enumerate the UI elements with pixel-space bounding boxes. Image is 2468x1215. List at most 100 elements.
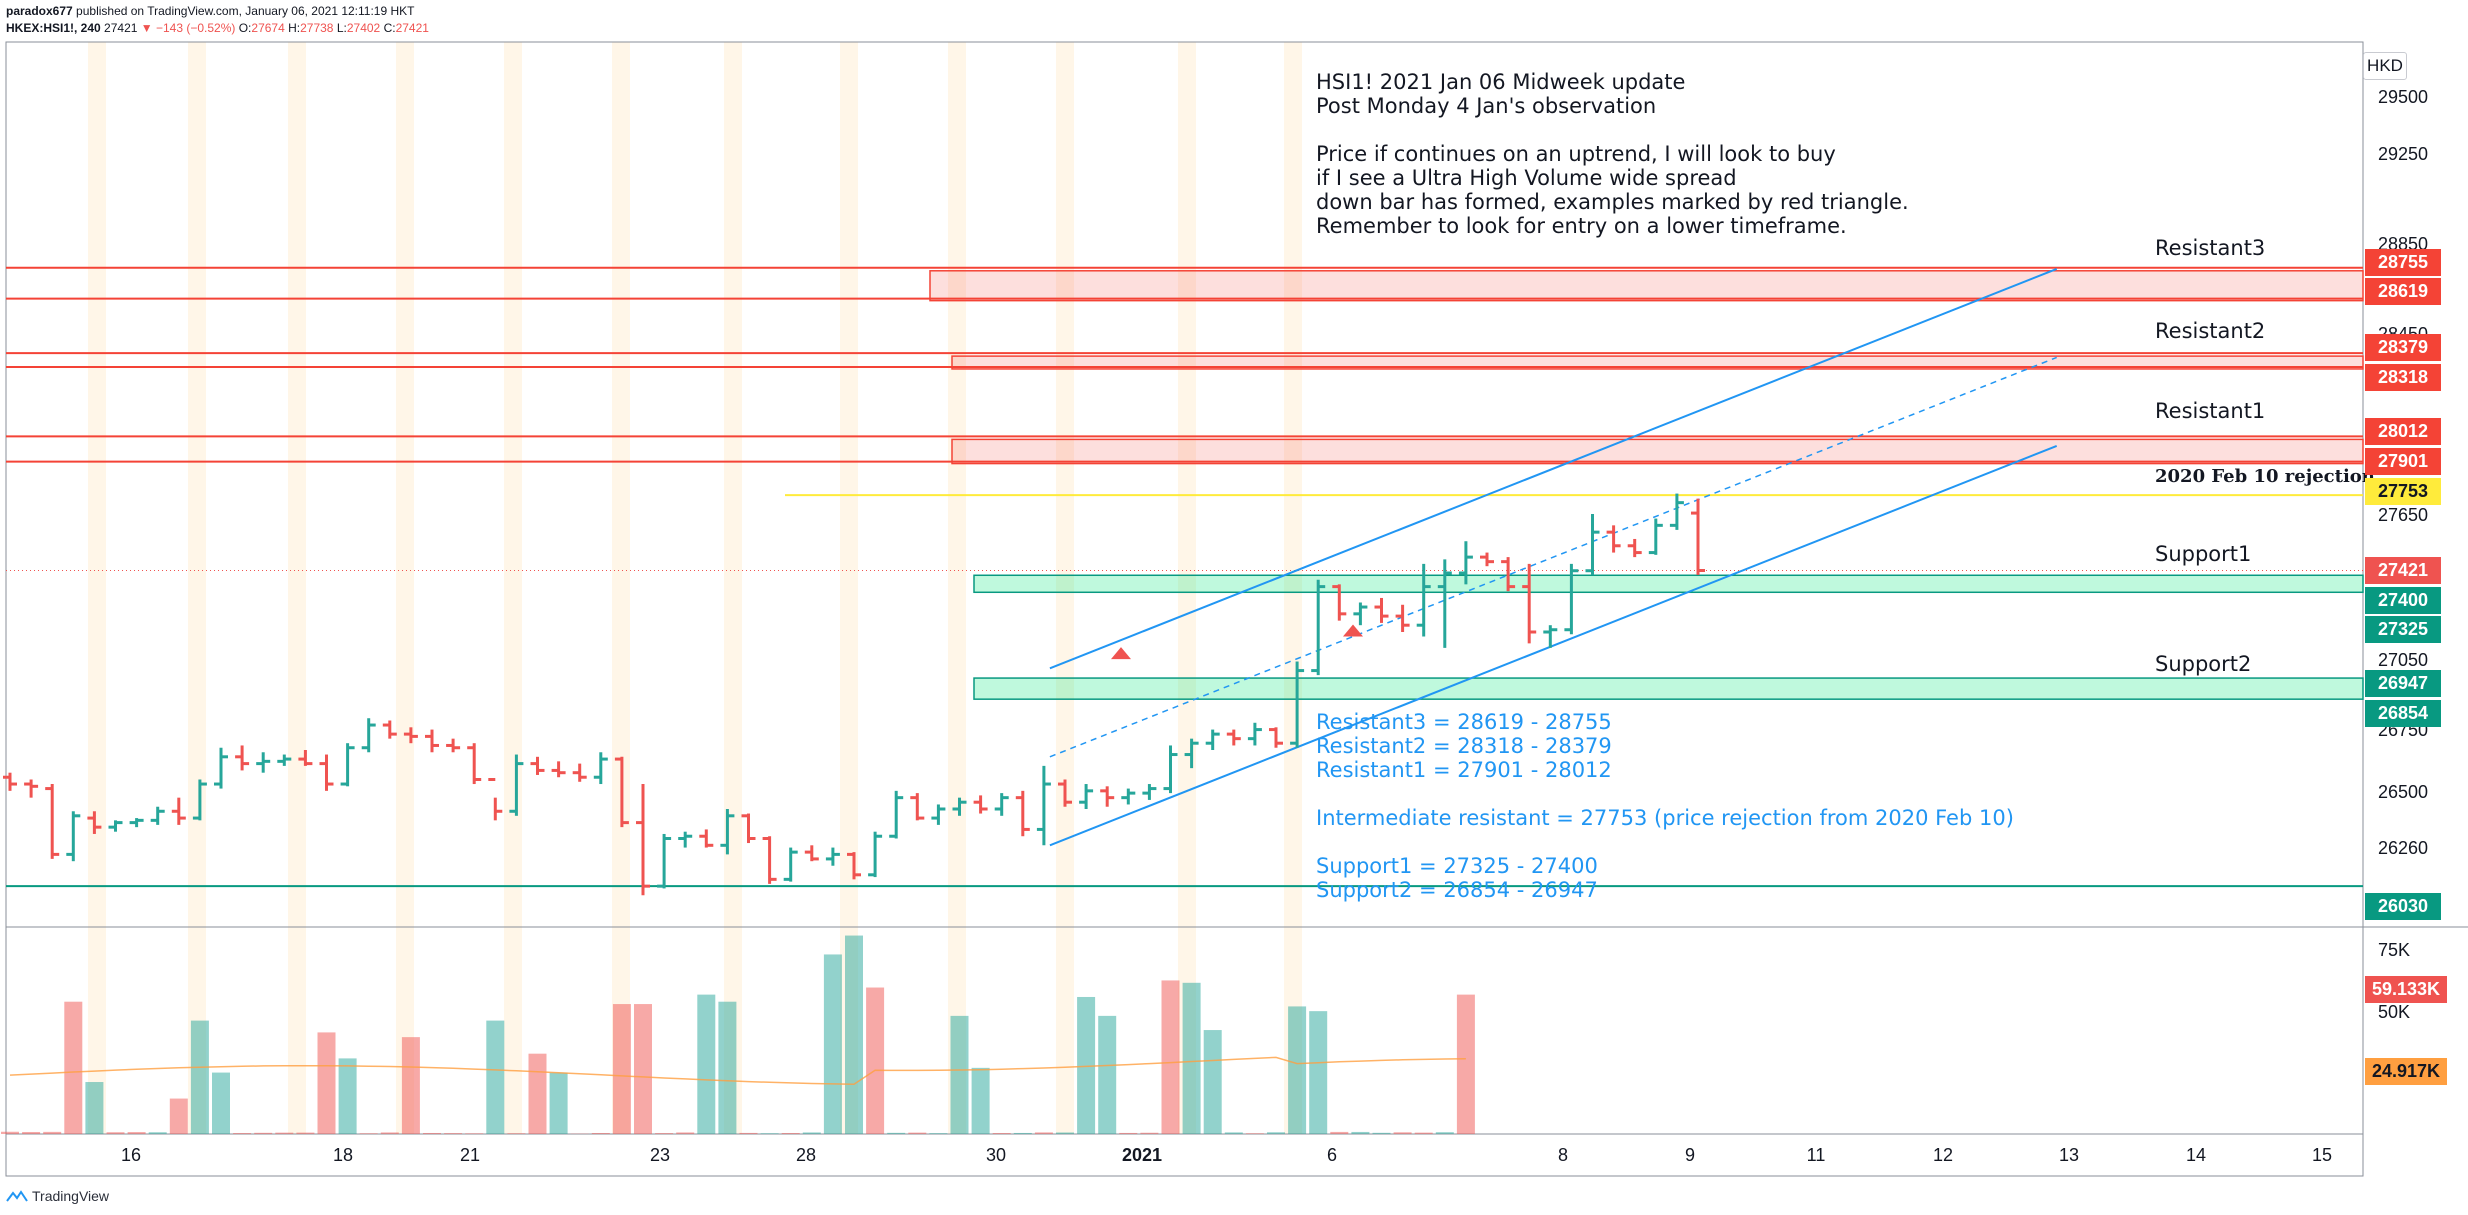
ohlc-bar	[931, 804, 946, 825]
time-tick: 16	[120, 1145, 142, 1165]
ohlc-bar	[1669, 493, 1684, 530]
volume-bar	[296, 1132, 315, 1134]
price-tick: 29250	[2378, 144, 2429, 164]
price-tick: 26500	[2378, 782, 2429, 802]
ohlc-bar	[1058, 779, 1072, 807]
author[interactable]: paradox677	[6, 4, 73, 18]
volume-bar	[528, 1053, 547, 1134]
volume-bar	[423, 1132, 441, 1134]
ohlc-bar	[1691, 498, 1705, 575]
price-label-26030: 26030	[2365, 893, 2441, 920]
note-top[interactable]: HSI1! 2021 Jan 06 Midweek update Post Mo…	[1316, 70, 1909, 238]
ohlc-bar	[825, 847, 840, 866]
volume-bar	[85, 1082, 104, 1134]
ohlc-bars	[3, 493, 1705, 896]
price-tick: 27650	[2378, 505, 2429, 525]
volume-bar	[1203, 1030, 1222, 1134]
volume-bar	[1098, 1015, 1117, 1134]
ohlc-bar	[1163, 745, 1178, 794]
ohlc-bar	[572, 763, 587, 782]
ohlc-bar	[1332, 584, 1347, 621]
volume-bar	[1224, 1132, 1243, 1134]
volume-bar	[781, 1133, 800, 1134]
session-band	[1178, 42, 1196, 1134]
ohlc-bar	[1437, 559, 1452, 648]
volume-bar	[338, 1058, 357, 1134]
session-shading	[88, 42, 1302, 1134]
ohlc-bar	[214, 747, 228, 789]
markers	[1111, 624, 1363, 660]
volume-ma-label: 24.917K	[2365, 1058, 2447, 1085]
volume-bar	[444, 1133, 463, 1134]
ohlc-bar	[762, 836, 777, 884]
ohlc-bar	[1142, 784, 1157, 800]
ohlc-bar	[488, 778, 503, 821]
session-band	[948, 42, 966, 1134]
channel-upper	[1049, 267, 2058, 670]
volume-bar	[233, 1133, 252, 1134]
published-text: published on TradingView.com, January 06…	[76, 4, 415, 18]
red-triangle-marker	[1111, 647, 1131, 660]
ohlc-bar	[45, 784, 60, 859]
ohlc-bar	[24, 779, 39, 798]
session-band	[396, 42, 414, 1134]
volume-bar	[127, 1132, 146, 1134]
ohlc-bar	[87, 811, 102, 834]
volume-bar	[1140, 1132, 1159, 1134]
session-band	[288, 42, 306, 1134]
time-tick: 28	[795, 1145, 817, 1165]
volume-bar	[64, 1001, 83, 1134]
volume-bar	[1414, 1132, 1433, 1134]
zones	[6, 266, 2364, 700]
label-resistant1: Resistant1	[2155, 399, 2266, 423]
volume-bar	[866, 987, 885, 1134]
ohlc-bar	[1353, 602, 1368, 626]
ohlc-bar	[1606, 525, 1621, 553]
volume-bar	[148, 1132, 167, 1134]
note-bottom[interactable]: Resistant3 = 28619 - 28755 Resistant2 = …	[1316, 710, 2014, 902]
session-band	[88, 42, 106, 1134]
volume-bar	[1245, 1133, 1264, 1134]
price-tick: 29500	[2378, 87, 2429, 107]
ohlc-bar	[551, 761, 566, 778]
ohlc-bar	[425, 729, 439, 753]
time-tick: 23	[649, 1145, 671, 1165]
volume-bar	[992, 1133, 1011, 1134]
volume-bar	[697, 994, 716, 1134]
price-label-27421: 27421	[2365, 557, 2441, 584]
ohlc-bar	[868, 831, 883, 878]
volume-bar	[1119, 1132, 1138, 1134]
volume-bar	[401, 1037, 420, 1134]
ohlc-bar	[382, 720, 397, 739]
volume-bar	[950, 1015, 969, 1134]
publish-info: paradox677 published on TradingView.com,…	[6, 4, 415, 18]
ohlc-bar	[847, 852, 861, 880]
red-triangle-marker	[1343, 624, 1363, 637]
ohlc-bar	[1226, 729, 1241, 746]
levels	[6, 494, 2363, 888]
ohlc-bar	[298, 750, 313, 766]
zone-resistant3	[929, 270, 2364, 302]
currency-button[interactable]: HKD	[2363, 52, 2407, 80]
close-value: 27421	[395, 21, 429, 35]
volume-bar	[1077, 996, 1096, 1134]
session-band	[724, 42, 742, 1134]
volume-bar	[169, 1098, 188, 1134]
ohlc-bar	[1585, 514, 1600, 576]
ohlc-bar	[1311, 579, 1326, 676]
symbol[interactable]: HKEX:HSI1!, 240	[6, 21, 101, 35]
time-tick: 15	[2311, 1145, 2333, 1165]
price-label-27753: 27753	[2365, 478, 2441, 505]
volume-bar	[1182, 982, 1201, 1134]
tradingview-brand[interactable]: TradingView	[6, 1188, 109, 1204]
price-label-26947: 26947	[2365, 670, 2441, 697]
ohlc-bar	[593, 752, 608, 785]
label-resistant3: Resistant3	[2155, 236, 2266, 260]
ohlc-bar	[614, 756, 629, 828]
ohlc-bar	[636, 784, 650, 896]
volume-bar	[1309, 1011, 1328, 1134]
ohlc-bar	[256, 752, 271, 773]
ohlc-bar	[1079, 784, 1094, 809]
volume-bar	[1372, 1132, 1391, 1134]
